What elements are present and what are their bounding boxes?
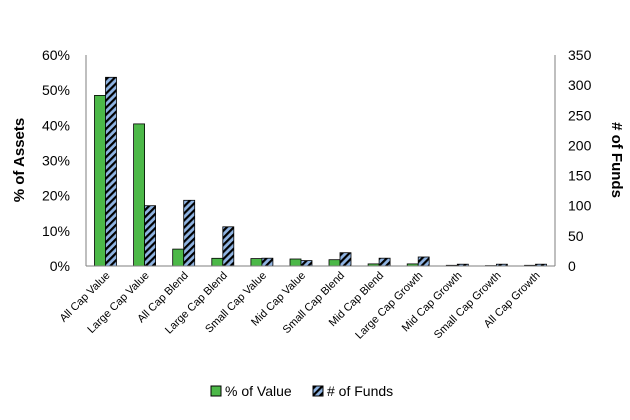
bar-value-4 — [250, 258, 263, 267]
left-tick-label: 60% — [42, 47, 70, 63]
bars-group — [94, 76, 547, 267]
bar-value-3 — [211, 257, 224, 267]
right-tick-label: 0 — [568, 258, 576, 274]
bar-value-6 — [328, 259, 341, 267]
left-tick-label: 30% — [42, 153, 70, 169]
legend-label-value: % of Value — [225, 383, 292, 399]
bar-value-0 — [94, 95, 106, 267]
left-tick-label: 0% — [50, 258, 70, 274]
right-tick-label: 350 — [568, 47, 592, 63]
category-label: Large Cap Growth — [353, 270, 425, 342]
bar-funds-2 — [183, 199, 196, 267]
right-tick-label: 100 — [568, 198, 592, 214]
legend-swatch-funds — [312, 385, 324, 397]
bar-funds-3 — [222, 226, 235, 267]
bar-funds-6 — [339, 252, 352, 267]
right-tick-label: 300 — [568, 77, 592, 93]
right-tick-label: 50 — [568, 228, 584, 244]
legend-label-funds: # of Funds — [327, 383, 393, 399]
left-axis-title: % of Assets — [11, 118, 28, 202]
category-label: Small Cap Growth — [432, 270, 504, 342]
right-tick-labels: 0 50 100 150 200 250 300 350 — [568, 47, 592, 274]
bar-funds-8 — [417, 256, 430, 267]
right-tick-label: 200 — [568, 137, 592, 153]
left-tick-label: 20% — [42, 188, 70, 204]
legend-swatch-value — [210, 385, 222, 397]
bar-value-2 — [172, 248, 185, 267]
left-tick-labels: 0% 10% 20% 30% 40% 50% 60% — [42, 47, 70, 274]
bar-funds-7 — [378, 257, 391, 267]
legend: % of Value # of Funds — [210, 383, 393, 399]
bar-funds-0 — [105, 76, 117, 267]
bar-funds-1 — [144, 205, 157, 267]
left-tick-label: 40% — [42, 117, 70, 133]
bar-value-5 — [289, 258, 302, 267]
left-tick-label: 10% — [42, 223, 70, 239]
bar-value-1 — [133, 123, 146, 267]
bar-funds-5 — [300, 260, 313, 267]
right-axis-title: # of Funds — [608, 122, 625, 198]
left-tick-label: 50% — [42, 82, 70, 98]
right-tick-label: 150 — [568, 168, 592, 184]
bar-funds-4 — [261, 257, 274, 267]
right-tick-label: 250 — [568, 107, 592, 123]
